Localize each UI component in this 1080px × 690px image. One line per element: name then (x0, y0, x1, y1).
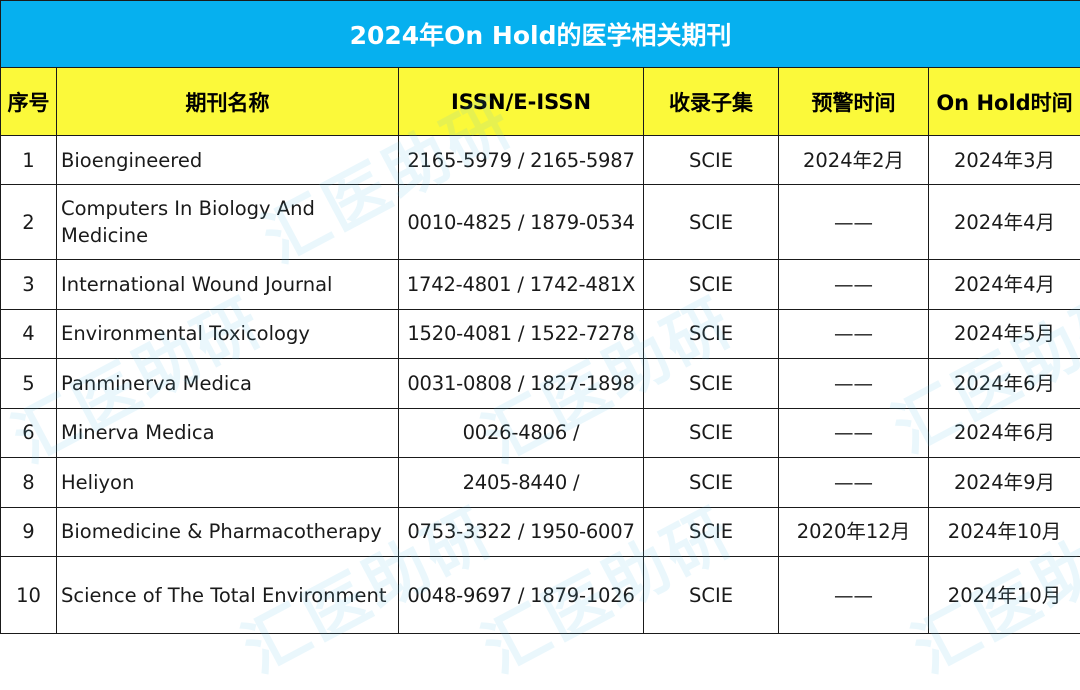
cell-onhold-time: 2024年4月 (929, 260, 1080, 309)
header-issn: ISSN/E-ISSN (399, 68, 644, 136)
cell-issn: 0010-4825 / 1879-0534 (399, 185, 644, 260)
cell-no: 4 (1, 309, 57, 358)
header-journal-name: 期刊名称 (57, 68, 399, 136)
cell-journal-name: Biomedicine & Pharmacotherapy (57, 507, 399, 556)
cell-no: 10 (1, 557, 57, 634)
table-title: 2024年On Hold的医学相关期刊 (1, 1, 1080, 68)
cell-journal-name: Computers In Biology And Medicine (57, 185, 399, 260)
cell-warning-time: —— (779, 408, 929, 457)
cell-subset: SCIE (644, 557, 779, 634)
header-warning-time: 预警时间 (779, 68, 929, 136)
cell-subset: SCIE (644, 507, 779, 556)
cell-no: 1 (1, 136, 57, 185)
cell-journal-name: Panminerva Medica (57, 359, 399, 408)
cell-onhold-time: 2024年5月 (929, 309, 1080, 358)
table-row: 8 Heliyon 2405-8440 / SCIE —— 2024年9月 (1, 458, 1080, 507)
cell-issn: 0026-4806 / (399, 408, 644, 457)
cell-subset: SCIE (644, 359, 779, 408)
header-onhold-time: On Hold时间 (929, 68, 1080, 136)
cell-issn: 2405-8440 / (399, 458, 644, 507)
cell-no: 8 (1, 458, 57, 507)
cell-warning-time: 2024年2月 (779, 136, 929, 185)
cell-issn: 1742-4801 / 1742-481X (399, 260, 644, 309)
journal-table-image: 2024年On Hold的医学相关期刊 序号 期刊名称 ISSN/E-ISSN … (0, 0, 1080, 634)
header-no: 序号 (1, 68, 57, 136)
cell-issn: 0031-0808 / 1827-1898 (399, 359, 644, 408)
cell-no: 6 (1, 408, 57, 457)
table-row: 1 Bioengineered 2165-5979 / 2165-5987 SC… (1, 136, 1080, 185)
cell-subset: SCIE (644, 185, 779, 260)
cell-warning-time: —— (779, 309, 929, 358)
table-row: 5 Panminerva Medica 0031-0808 / 1827-189… (1, 359, 1080, 408)
cell-onhold-time: 2024年3月 (929, 136, 1080, 185)
cell-subset: SCIE (644, 408, 779, 457)
cell-journal-name: International Wound Journal (57, 260, 399, 309)
cell-issn: 2165-5979 / 2165-5987 (399, 136, 644, 185)
cell-journal-name: Science of The Total Environment (57, 557, 399, 634)
cell-subset: SCIE (644, 260, 779, 309)
cell-onhold-time: 2024年4月 (929, 185, 1080, 260)
cell-subset: SCIE (644, 136, 779, 185)
cell-warning-time: 2020年12月 (779, 507, 929, 556)
cell-warning-time: —— (779, 260, 929, 309)
cell-onhold-time: 2024年10月 (929, 557, 1080, 634)
table-row: 9 Biomedicine & Pharmacotherapy 0753-332… (1, 507, 1080, 556)
cell-onhold-time: 2024年6月 (929, 408, 1080, 457)
cell-subset: SCIE (644, 309, 779, 358)
cell-warning-time: —— (779, 359, 929, 408)
cell-no: 9 (1, 507, 57, 556)
table-row: 4 Environmental Toxicology 1520-4081 / 1… (1, 309, 1080, 358)
cell-onhold-time: 2024年6月 (929, 359, 1080, 408)
table-row: 10 Science of The Total Environment 0048… (1, 557, 1080, 634)
cell-issn: 0753-3322 / 1950-6007 (399, 507, 644, 556)
cell-issn: 0048-9697 / 1879-1026 (399, 557, 644, 634)
on-hold-journals-table: 2024年On Hold的医学相关期刊 序号 期刊名称 ISSN/E-ISSN … (0, 0, 1080, 634)
cell-onhold-time: 2024年9月 (929, 458, 1080, 507)
cell-subset: SCIE (644, 458, 779, 507)
cell-no: 5 (1, 359, 57, 408)
header-subset: 收录子集 (644, 68, 779, 136)
cell-journal-name: Environmental Toxicology (57, 309, 399, 358)
cell-issn: 1520-4081 / 1522-7278 (399, 309, 644, 358)
cell-warning-time: —— (779, 458, 929, 507)
table-row: 6 Minerva Medica 0026-4806 / SCIE —— 202… (1, 408, 1080, 457)
cell-journal-name: Bioengineered (57, 136, 399, 185)
cell-warning-time: —— (779, 557, 929, 634)
table-row: 2 Computers In Biology And Medicine 0010… (1, 185, 1080, 260)
cell-no: 2 (1, 185, 57, 260)
cell-no: 3 (1, 260, 57, 309)
table-row: 3 International Wound Journal 1742-4801 … (1, 260, 1080, 309)
cell-warning-time: —— (779, 185, 929, 260)
cell-onhold-time: 2024年10月 (929, 507, 1080, 556)
cell-journal-name: Heliyon (57, 458, 399, 507)
cell-journal-name: Minerva Medica (57, 408, 399, 457)
